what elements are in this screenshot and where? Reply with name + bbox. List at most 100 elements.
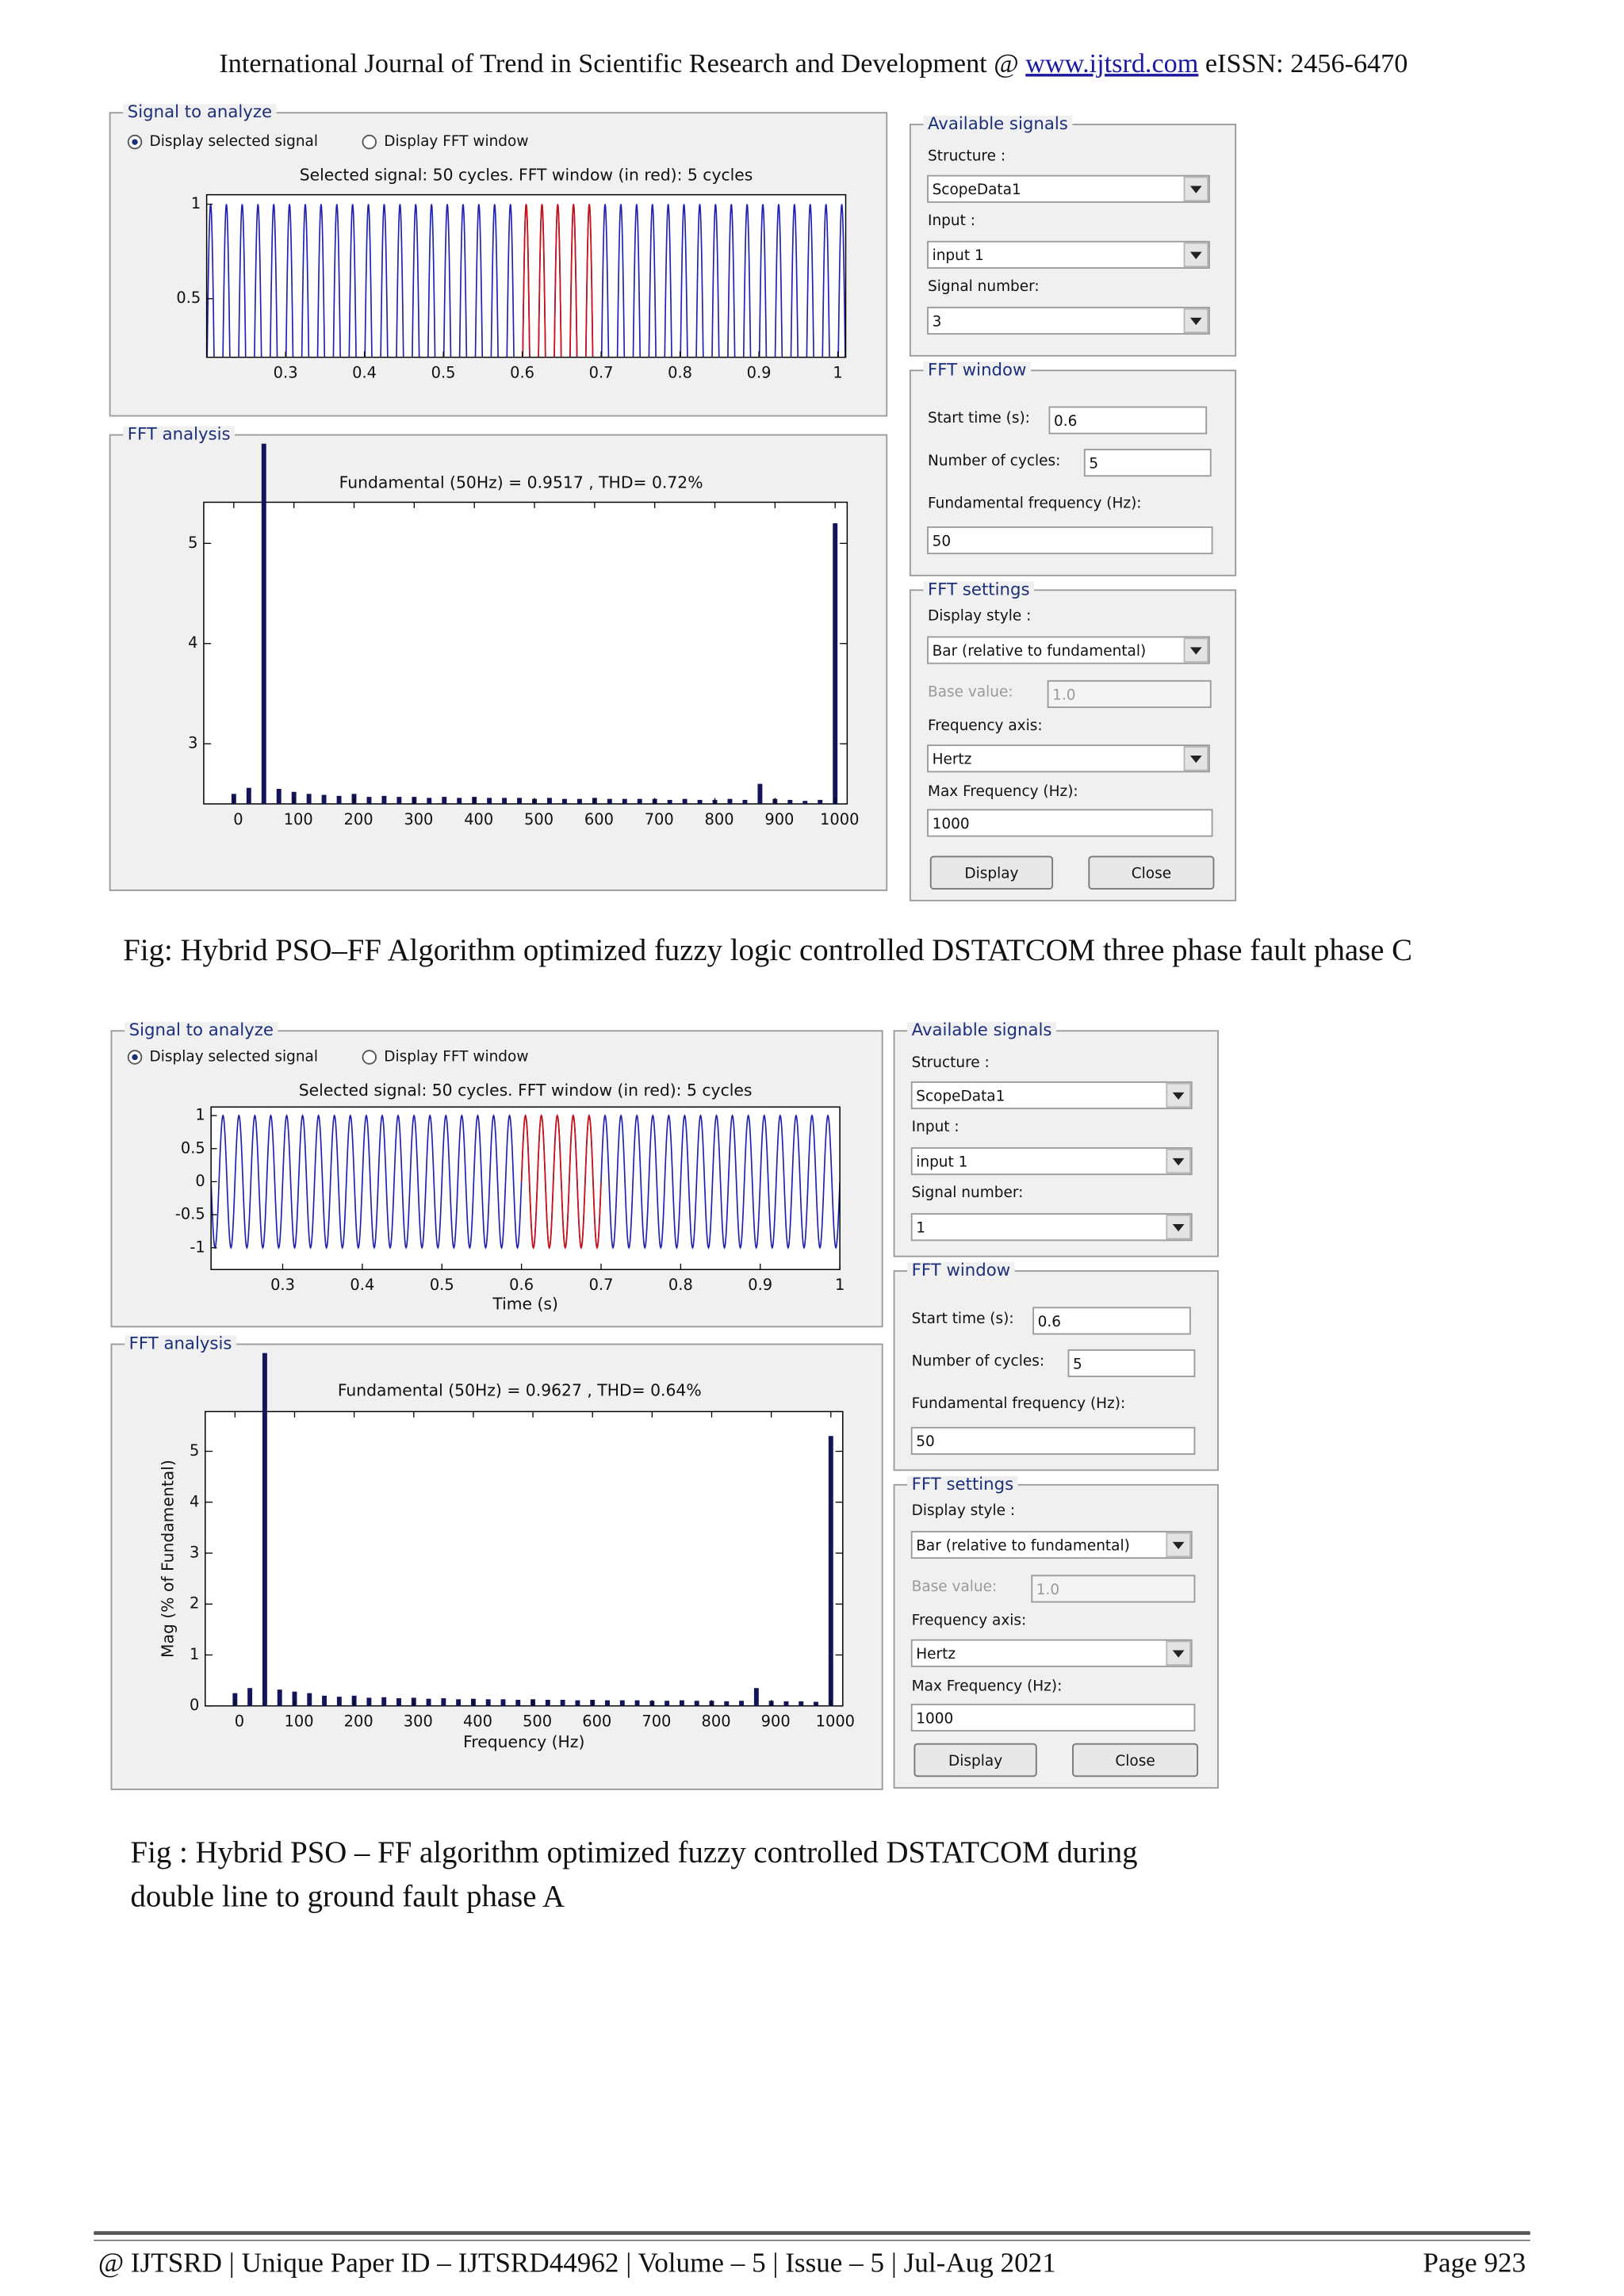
x-tick-label: 400: [464, 810, 493, 828]
dropdown[interactable]: [910, 1639, 1193, 1667]
button-label[interactable]: Close: [1132, 866, 1171, 882]
dropdown-value[interactable]: Hertz: [916, 1646, 956, 1663]
text-input[interactable]: [927, 526, 1213, 555]
dropdown-value[interactable]: 1: [916, 1220, 925, 1237]
issn: eISSN: 2456-6470: [1205, 49, 1408, 78]
radio-button[interactable]: [362, 134, 377, 150]
dropdown[interactable]: [910, 1530, 1193, 1559]
bar: [575, 1700, 580, 1706]
x-tick-label: 300: [404, 810, 433, 828]
bar: [818, 799, 823, 804]
dropdown-value[interactable]: Hertz: [933, 752, 972, 768]
input-value[interactable]: 5: [1073, 1356, 1082, 1372]
panel-title: FFT window: [912, 1261, 1010, 1280]
radio-label[interactable]: Display FFT window: [384, 1048, 528, 1065]
control-label: Input :: [928, 212, 975, 229]
bar: [500, 1699, 506, 1706]
bar: [576, 798, 582, 804]
plot-area: [211, 1107, 841, 1270]
x-tick-label: 400: [463, 1712, 492, 1731]
dropdown-arrow-button[interactable]: [1183, 176, 1208, 201]
button[interactable]: [929, 855, 1054, 890]
text-input[interactable]: [1083, 449, 1212, 477]
y-tick-label: 1: [191, 194, 201, 212]
x-axis-label: Frequency (Hz): [463, 1732, 584, 1751]
journal-name: International Journal of Trend in Scient…: [219, 49, 1018, 78]
x-tick-label: 300: [404, 1712, 433, 1731]
dropdown[interactable]: [910, 1213, 1193, 1242]
button-label[interactable]: Display: [948, 1753, 1002, 1770]
panel-title-background: [907, 1022, 1057, 1040]
radio-label[interactable]: Display selected signal: [150, 1048, 319, 1065]
x-tick-label: 1: [835, 1276, 845, 1294]
dropdown[interactable]: [927, 240, 1210, 269]
bar: [783, 1701, 789, 1706]
bar: [322, 1695, 327, 1706]
input-value[interactable]: 0.6: [1038, 1314, 1061, 1330]
text-input[interactable]: [1048, 406, 1208, 434]
x-tick-label: 600: [584, 810, 614, 828]
button[interactable]: [1088, 855, 1215, 890]
control-label: Base value:: [928, 684, 1013, 701]
button[interactable]: [914, 1743, 1037, 1777]
dropdown[interactable]: [927, 306, 1210, 335]
dropdown-value[interactable]: input 1: [916, 1154, 967, 1170]
dropdown[interactable]: [927, 744, 1210, 773]
journal-url[interactable]: www.ijtsrd.com: [1025, 49, 1198, 78]
panel-title: FFT settings: [928, 580, 1030, 599]
dropdown-arrow: [1189, 251, 1202, 259]
input-value[interactable]: 1000: [933, 816, 970, 832]
plot-area: [205, 1410, 844, 1707]
dropdown-value[interactable]: Bar (relative to fundamental): [916, 1537, 1130, 1554]
text-input[interactable]: [910, 1703, 1196, 1732]
bar: [637, 798, 642, 804]
bar: [665, 1701, 670, 1706]
running-header: International Journal of Trend in Scient…: [219, 49, 1408, 78]
text-input[interactable]: [1067, 1349, 1196, 1378]
x-tick-label: 900: [764, 810, 794, 828]
x-tick-label: 200: [344, 1712, 373, 1731]
dropdown[interactable]: [910, 1147, 1193, 1176]
control-label: Structure :: [912, 1054, 990, 1071]
dropdown-value[interactable]: input 1: [933, 247, 984, 264]
panel-title-background: [124, 1335, 237, 1353]
dropdown[interactable]: [910, 1081, 1193, 1110]
x-tick-label: 0.5: [430, 1276, 454, 1294]
button[interactable]: [1072, 1743, 1199, 1777]
dropdown-value[interactable]: 3: [933, 313, 942, 330]
radio-dot: [132, 1054, 138, 1061]
x-axis-label: Time (s): [492, 1295, 558, 1314]
text-input[interactable]: [927, 809, 1213, 837]
dropdown-value[interactable]: Bar (relative to fundamental): [933, 643, 1147, 660]
radio-button[interactable]: [362, 1050, 377, 1065]
button-label[interactable]: Close: [1115, 1753, 1155, 1770]
dropdown-value[interactable]: ScopeData1: [916, 1088, 1005, 1104]
input-value[interactable]: 1000: [916, 1710, 953, 1727]
input-value[interactable]: 50: [933, 533, 952, 549]
text-input[interactable]: [1032, 1307, 1191, 1335]
button-label[interactable]: Display: [964, 866, 1018, 882]
input-value[interactable]: 0.6: [1054, 413, 1077, 430]
input-value[interactable]: 5: [1089, 455, 1098, 472]
bar: [381, 1697, 387, 1706]
input-value[interactable]: 50: [916, 1433, 935, 1450]
dropdown[interactable]: [927, 636, 1210, 664]
bar: [739, 1701, 745, 1706]
plot-area: [203, 501, 848, 805]
radio-label[interactable]: Display selected signal: [150, 133, 319, 150]
y-tick-label: 3: [188, 734, 197, 752]
dropdown-value[interactable]: ScopeData1: [933, 182, 1021, 198]
x-tick-label: 0.3: [270, 1276, 295, 1294]
bar: [441, 1698, 446, 1706]
y-tick-label: 0.5: [181, 1138, 205, 1157]
text-input[interactable]: [910, 1426, 1196, 1455]
control-label: Structure :: [928, 148, 1005, 165]
bar: [833, 523, 838, 804]
radio-label[interactable]: Display FFT window: [384, 133, 528, 150]
dropdown-arrow: [1172, 1092, 1185, 1100]
dropdown-arrow: [1189, 186, 1202, 193]
x-tick-label: 0: [233, 810, 243, 828]
dropdown[interactable]: [927, 174, 1210, 203]
bar: [366, 797, 372, 804]
bar: [682, 798, 688, 804]
